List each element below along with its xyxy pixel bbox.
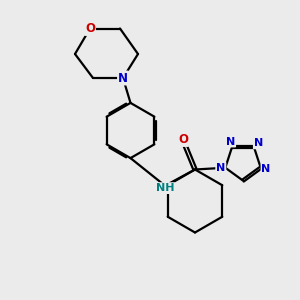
Text: NH: NH [156, 183, 174, 193]
Text: O: O [85, 22, 95, 35]
Text: N: N [216, 163, 225, 173]
Text: O: O [178, 133, 188, 146]
Text: N: N [118, 71, 128, 85]
Text: N: N [262, 164, 271, 174]
Text: N: N [254, 138, 263, 148]
Text: N: N [226, 136, 235, 147]
